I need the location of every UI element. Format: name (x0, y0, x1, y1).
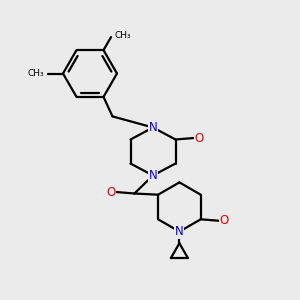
Text: N: N (148, 121, 158, 134)
Text: O: O (220, 214, 229, 227)
Text: O: O (106, 185, 116, 199)
Text: CH₃: CH₃ (28, 69, 44, 78)
Text: N: N (148, 169, 158, 182)
Text: CH₃: CH₃ (115, 31, 131, 40)
Text: N: N (175, 225, 184, 238)
Text: O: O (194, 131, 203, 145)
